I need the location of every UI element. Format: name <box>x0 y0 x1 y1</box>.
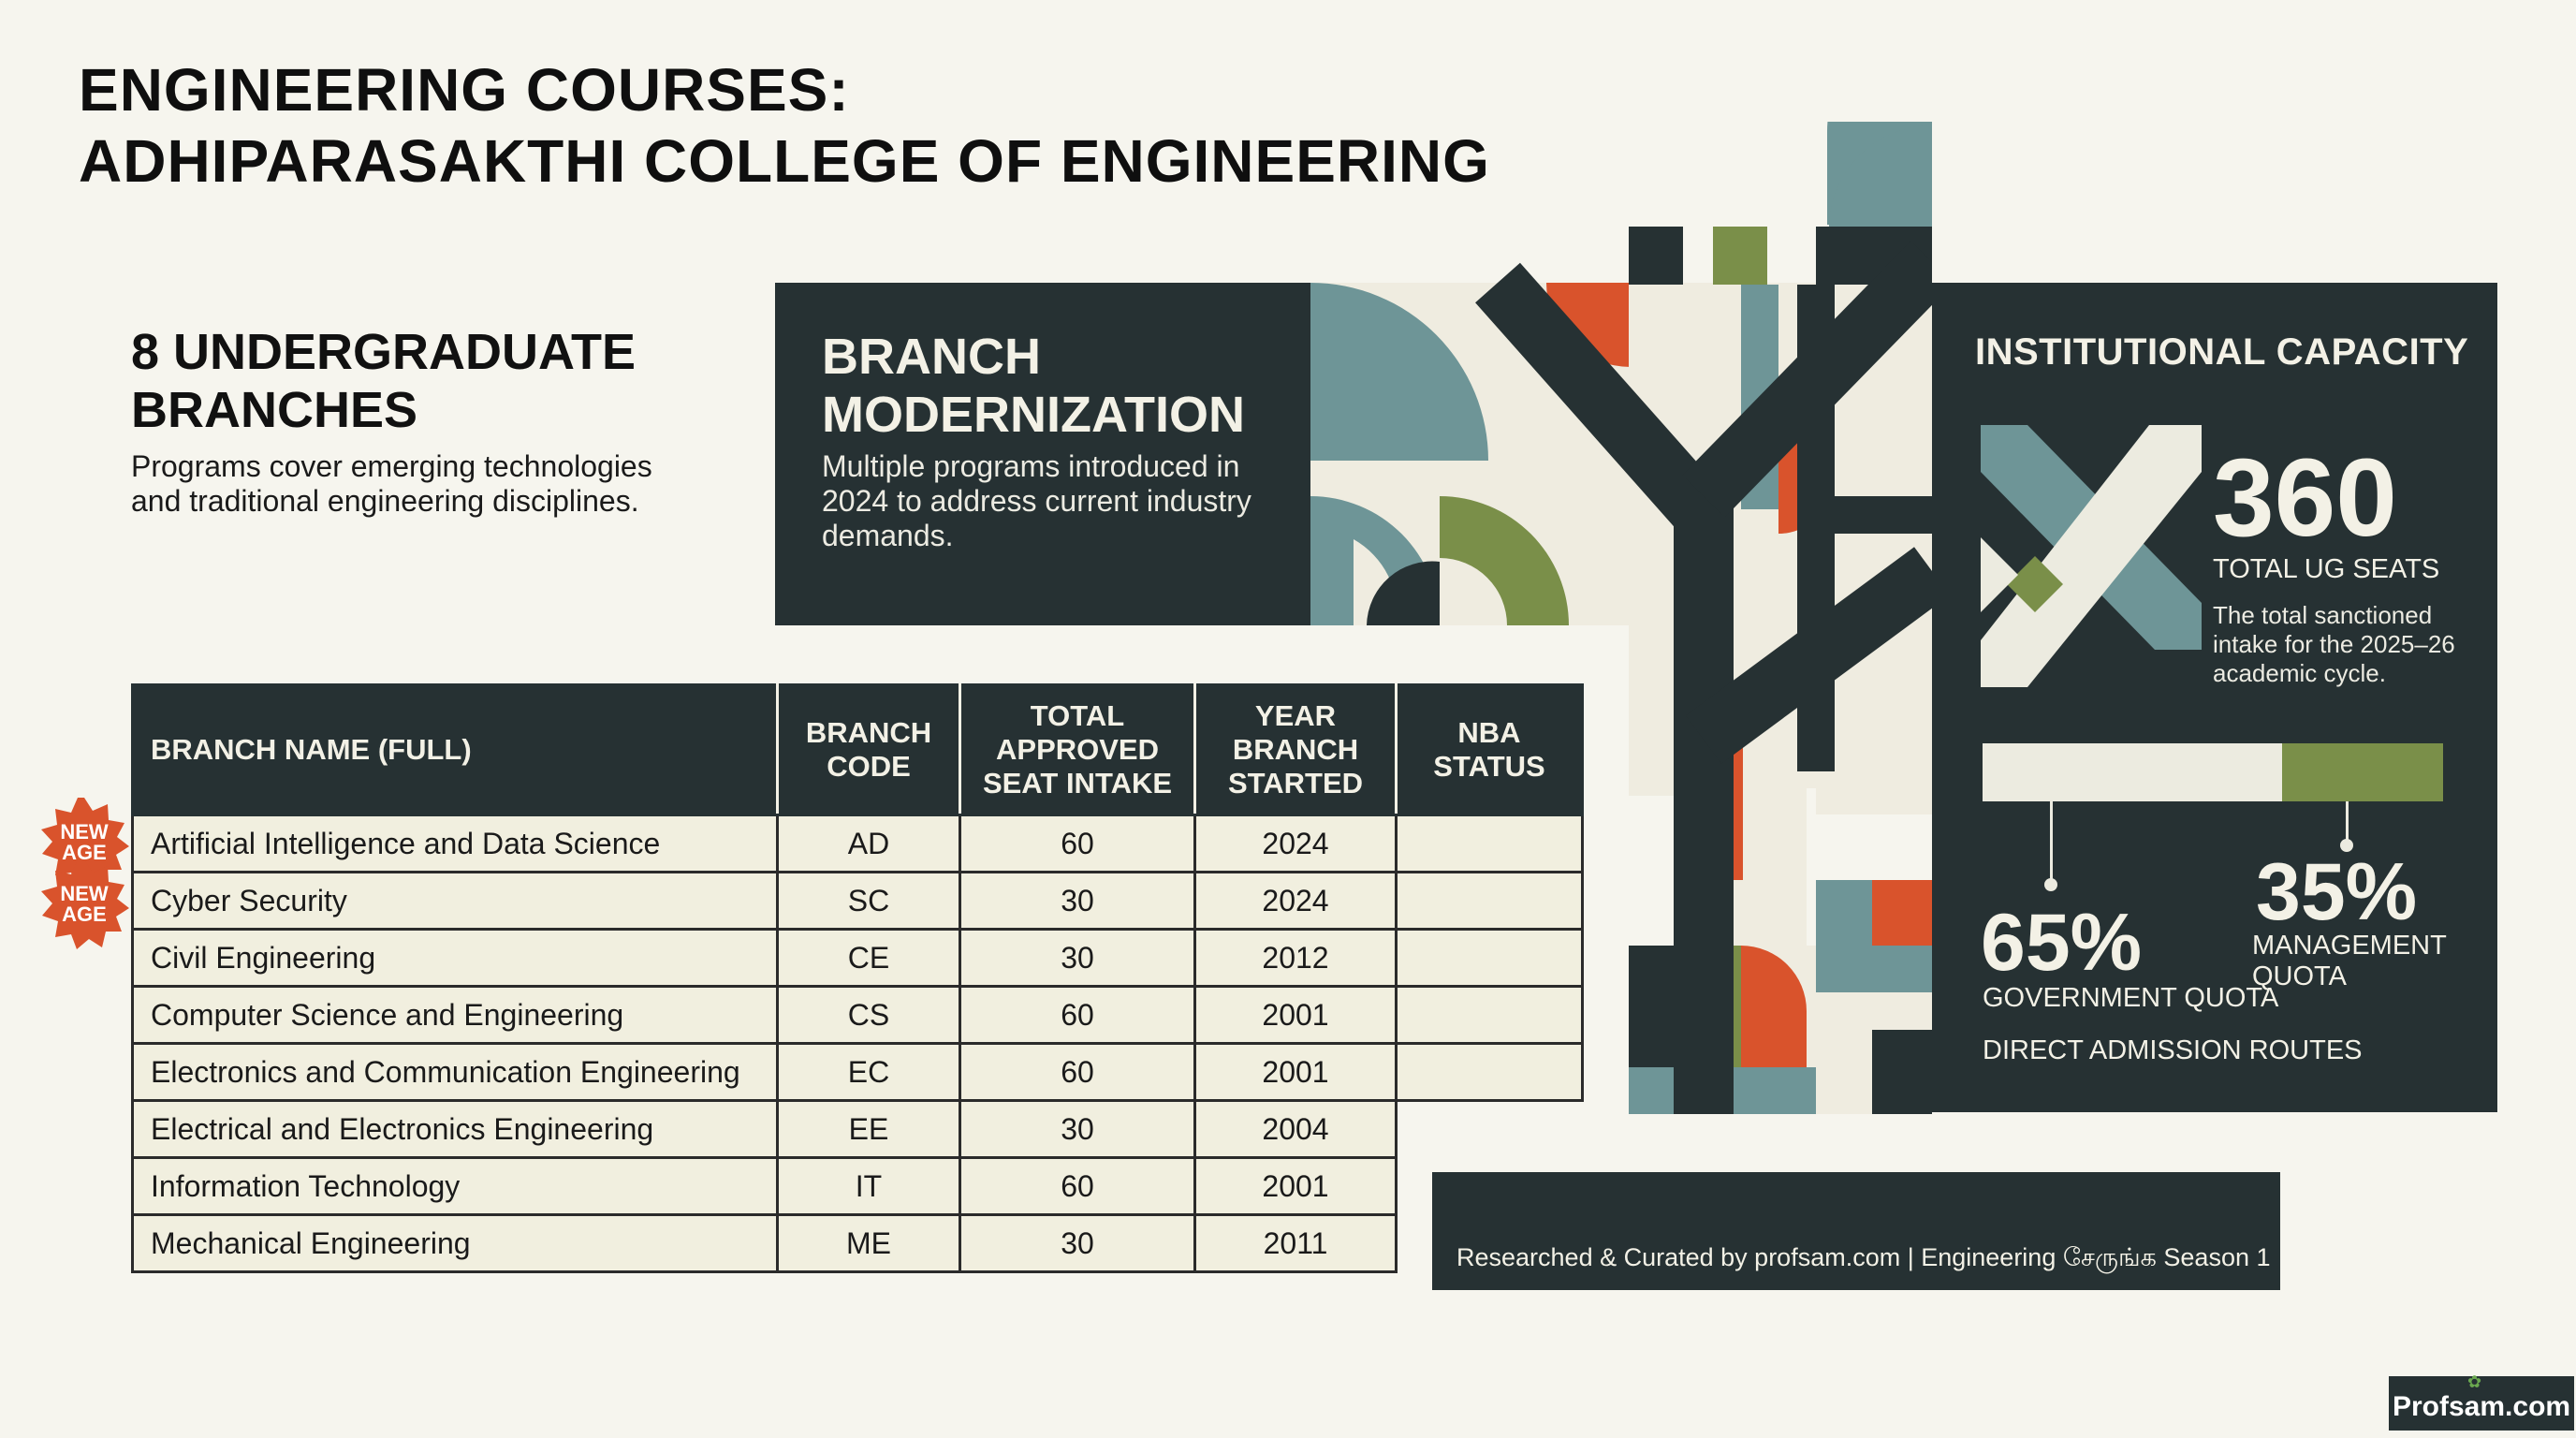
management-pin <box>2346 801 2349 846</box>
new-age-badge: NEW AGE <box>39 859 129 949</box>
title-line-2: ADHIPARASAKTHI COLLEGE OF ENGINEERING <box>79 127 1490 195</box>
badge-line-2: AGE <box>62 902 107 926</box>
page-title: ENGINEERING COURSES: ADHIPARASAKTHI COLL… <box>79 54 1490 197</box>
table-row: Information Technology IT 60 2001 <box>131 1156 1583 1216</box>
management-pin-dot <box>2340 839 2353 852</box>
row-year-started: 2001 <box>1193 1156 1398 1216</box>
header-branch-code: BRANCH CODE <box>776 683 961 816</box>
row-branch-code: CS <box>776 985 961 1045</box>
leaf-icon: ✿ <box>2467 1372 2482 1391</box>
branches-table: BRANCH NAME (FULL) BRANCH CODE TOTAL APP… <box>131 683 1584 1273</box>
table-row: Computer Science and Engineering CS 60 2… <box>131 985 1584 1045</box>
row-year-started: 2024 <box>1193 871 1398 931</box>
table-row: Electrical and Electronics Engineering E… <box>131 1099 1583 1159</box>
government-pin-dot <box>2044 878 2057 891</box>
row-branch-name: Mechanical Engineering <box>131 1213 779 1273</box>
cross-graphic <box>1981 425 2202 687</box>
modernization-description: Multiple programs introduced in 2024 to … <box>822 449 1251 552</box>
row-year-started: 2011 <box>1193 1213 1398 1273</box>
row-branch-code: CE <box>776 928 961 988</box>
profsam-logo[interactable]: ✿ Profsam.com <box>2389 1372 2574 1431</box>
row-nba-status-blank <box>1396 1100 1583 1158</box>
row-branch-name: Civil Engineering <box>131 928 779 988</box>
row-year-started: 2004 <box>1193 1099 1398 1159</box>
geometric-artwork <box>1310 122 1932 1114</box>
row-year-started: 2001 <box>1193 1042 1398 1102</box>
table-row: Electronics and Communication Engineerin… <box>131 1042 1584 1102</box>
row-year-started: 2001 <box>1193 985 1398 1045</box>
row-branch-name: Computer Science and Engineering <box>131 985 779 1045</box>
row-seat-intake: 30 <box>959 871 1196 931</box>
management-quota-percent: 35% <box>2256 847 2418 937</box>
badge-line-1: NEW <box>60 882 109 905</box>
table-header-row: BRANCH NAME (FULL) BRANCH CODE TOTAL APP… <box>131 683 1584 816</box>
row-nba-status <box>1395 985 1584 1045</box>
badge-line-1: NEW <box>60 820 109 844</box>
table-row: Mechanical Engineering ME 30 2011 <box>131 1213 1583 1273</box>
header-year-started: YEAR BRANCH STARTED <box>1193 683 1398 816</box>
table-row: Cyber Security SC 30 2024 <box>131 871 1584 931</box>
row-year-started: 2012 <box>1193 928 1398 988</box>
branches-heading: 8 UNDERGRADUATE BRANCHES <box>131 324 637 438</box>
row-nba-status <box>1395 871 1584 931</box>
header-nba-status: NBA STATUS <box>1395 683 1584 816</box>
table-row: Artificial Intelligence and Data Science… <box>131 814 1584 873</box>
new-age-badge: NEW AGE <box>39 798 129 888</box>
row-nba-status <box>1395 1042 1584 1102</box>
row-seat-intake: 30 <box>959 1213 1196 1273</box>
title-line-1: ENGINEERING COURSES: <box>79 56 850 124</box>
total-seats-value: 360 <box>2213 436 2397 560</box>
table-row: Civil Engineering CE 30 2012 <box>131 928 1584 988</box>
credit-box: Researched & Curated by profsam.com | En… <box>1432 1172 2280 1290</box>
header-branch-name: BRANCH NAME (FULL) <box>131 683 779 816</box>
row-nba-status <box>1395 928 1584 988</box>
logo-text: Profsam.com <box>2393 1391 2571 1422</box>
row-branch-name: Cyber Security <box>131 871 779 931</box>
credit-text: Researched & Curated by profsam.com | En… <box>1456 1243 2271 1271</box>
branches-description: Programs cover emerging technologies and… <box>131 449 652 518</box>
row-branch-code: ME <box>776 1213 961 1273</box>
row-seat-intake: 60 <box>959 985 1196 1045</box>
row-seat-intake: 30 <box>959 928 1196 988</box>
row-branch-code: EE <box>776 1099 961 1159</box>
modernization-heading: BRANCH MODERNIZATION <box>822 329 1245 443</box>
capacity-heading: INSTITUTIONAL CAPACITY <box>1975 331 2469 373</box>
row-seat-intake: 60 <box>959 1156 1196 1216</box>
starburst-icon <box>41 859 129 949</box>
header-seat-intake: TOTAL APPROVED SEAT INTAKE <box>959 683 1196 816</box>
starburst-icon <box>41 798 129 888</box>
government-quota-bar <box>1983 743 2282 801</box>
management-quota-label: MANAGEMENT QUOTA <box>2252 931 2447 991</box>
government-pin <box>2050 801 2053 886</box>
row-branch-name: Artificial Intelligence and Data Science <box>131 814 779 873</box>
capacity-panel: INSTITUTIONAL CAPACITY 360 TOTAL UG SEAT… <box>1932 283 2497 1112</box>
government-quota-label: GOVERNMENT QUOTA <box>1983 983 2279 1013</box>
row-seat-intake: 60 <box>959 1042 1196 1102</box>
row-branch-name: Information Technology <box>131 1156 779 1216</box>
row-seat-intake: 30 <box>959 1099 1196 1159</box>
row-branch-code: AD <box>776 814 961 873</box>
badge-line-2: AGE <box>62 841 107 864</box>
government-quota-percent: 65% <box>1981 898 2143 988</box>
management-quota-bar <box>2282 743 2443 801</box>
row-seat-intake: 60 <box>959 814 1196 873</box>
row-branch-code: EC <box>776 1042 961 1102</box>
modernization-panel: BRANCH MODERNIZATION Multiple programs i… <box>775 283 1310 625</box>
row-branch-name: Electrical and Electronics Engineering <box>131 1099 779 1159</box>
row-nba-status <box>1395 814 1584 873</box>
row-branch-code: SC <box>776 871 961 931</box>
total-seats-description: The total sanctioned intake for the 2025… <box>2213 601 2455 687</box>
row-branch-code: IT <box>776 1156 961 1216</box>
total-seats-label: TOTAL UG SEATS <box>2213 554 2440 584</box>
admission-routes-label: DIRECT ADMISSION ROUTES <box>1983 1035 2363 1065</box>
row-branch-name: Electronics and Communication Engineerin… <box>131 1042 779 1102</box>
row-year-started: 2024 <box>1193 814 1398 873</box>
